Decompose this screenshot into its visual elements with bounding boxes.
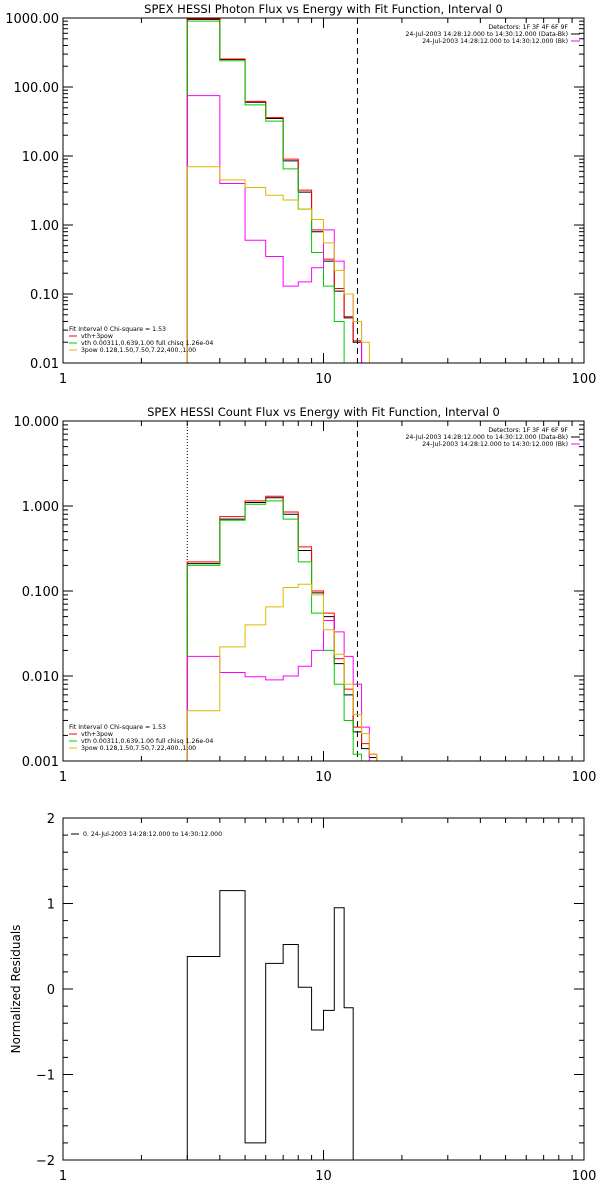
y-tick-label: 0.100 (22, 585, 59, 600)
x-tick-label: 10 (315, 372, 332, 387)
legend: Fit Interval 0 Chi-square = 1.53vth+3pow… (69, 724, 213, 752)
plot-frame (62, 17, 585, 364)
y-axis: −2 −1 0 1 2 (36, 812, 584, 1169)
y-tick-label: 10.00 (22, 150, 59, 165)
y-tick-label: 1000.00 (5, 12, 59, 27)
plot-frame (62, 817, 585, 1161)
y-tick-label: 10.000 (14, 415, 60, 430)
x-tick-label: 10 (315, 1169, 332, 1184)
header-line: Detectors: 1F 3F 4F 6F 9F (488, 24, 568, 31)
x-tick-label: 1 (59, 372, 67, 387)
y-tick-label: 0 (47, 983, 55, 998)
series-0-step (186, 890, 354, 1160)
y-tick-label: 100.00 (14, 81, 60, 96)
series-1-step (186, 18, 363, 363)
header-line: 24-Jul-2003 14:28:12.000 to 14:30:12.000… (405, 31, 568, 38)
series-group (186, 18, 370, 363)
series-group (186, 495, 378, 761)
y-tick-label: 0.010 (22, 670, 59, 685)
series-0-step (186, 497, 378, 761)
series-2-step (186, 20, 345, 363)
legend-label: 3pow 0.128,1.50,7.50,7.22,400.,1.00 (81, 347, 196, 354)
fit-label: Fit Interval 0 Chi-square = 1.53 (69, 326, 166, 333)
legend-label: vth+3pow (81, 731, 113, 738)
x-tick-label: 100 (572, 770, 597, 785)
legend-label: 0. 24-Jul-2003 14:28:12.000 to 14:30:12.… (83, 831, 222, 838)
y-tick-label: 1 (47, 898, 55, 913)
y-tick-label: 0.01 (30, 357, 59, 372)
panel-0: SPEX HESSI Photon Flux vs Energy with Fi… (5, 2, 597, 387)
series-4-step (186, 166, 370, 363)
series-2-step (186, 500, 363, 761)
series-4-step (186, 583, 378, 761)
x-tick-label: 1 (59, 770, 67, 785)
x-tick-label: 10 (315, 770, 332, 785)
x-tick-label: 100 (572, 1169, 597, 1184)
header-line: 24-Jul-2003 14:28:12.000 to 14:30:12.000… (422, 441, 568, 448)
legend-label: vth 0.00311,0.639,1.00 full chisq 1.26e-… (81, 340, 213, 347)
panel-1: SPEX HESSI Count Flux vs Energy with Fit… (14, 405, 597, 785)
y-tick-label: 1.00 (30, 219, 59, 234)
x-axis: 1 10 100 (59, 818, 597, 1184)
y-tick-label: 0.001 (22, 755, 59, 770)
y-axis-label: Normalized Residuals (9, 925, 23, 1054)
y-tick-label: −1 (36, 1069, 55, 1084)
chart-title: SPEX HESSI Count Flux vs Energy with Fit… (147, 405, 500, 419)
legend-label: vth+3pow (81, 333, 113, 340)
legend: 0. 24-Jul-2003 14:28:12.000 to 14:30:12.… (71, 831, 222, 838)
header-line: 24-Jul-2003 14:28:12.000 to 14:30:12.000… (422, 38, 568, 45)
series-0-step (186, 19, 363, 363)
series-3-step (186, 619, 370, 761)
y-axis: 0.001 0.010 0.100 1.000 10.000 (14, 415, 584, 770)
header-line: 24-Jul-2003 14:28:12.000 to 14:30:12.000… (405, 434, 568, 441)
y-tick-label: −2 (36, 1154, 55, 1169)
x-tick-label: 1 (59, 1169, 67, 1184)
y-axis: 0.01 0.10 1.00 10.00 100.00 1000.00 (5, 12, 584, 372)
fit-label: Fit Interval 0 Chi-square = 1.53 (69, 724, 166, 731)
legend-label: vth 0.00311,0.639,1.00 full chisq 1.26e-… (81, 738, 213, 745)
legend: Fit Interval 0 Chi-square = 1.53vth+3pow… (69, 326, 213, 354)
panel-2: 1 10 100 −2 −1 0 1 2 Normalized Residuals 0. 24-J… (9, 812, 597, 1184)
y-tick-label: 0.10 (30, 288, 59, 303)
chart-title: SPEX HESSI Photon Flux vs Energy with Fi… (144, 2, 503, 16)
series-1-step (186, 495, 378, 761)
legend-label: 3pow 0.128,1.50,7.50,7.22,400.,1.00 (81, 745, 196, 752)
series-group (186, 890, 354, 1160)
series-3-step (186, 95, 363, 363)
header-line: Detectors: 1F 3F 4F 6F 9F (488, 427, 568, 434)
plot-frame (62, 420, 585, 762)
x-tick-label: 100 (572, 372, 597, 387)
y-tick-label: 2 (47, 812, 55, 827)
y-tick-label: 1.000 (22, 500, 59, 515)
